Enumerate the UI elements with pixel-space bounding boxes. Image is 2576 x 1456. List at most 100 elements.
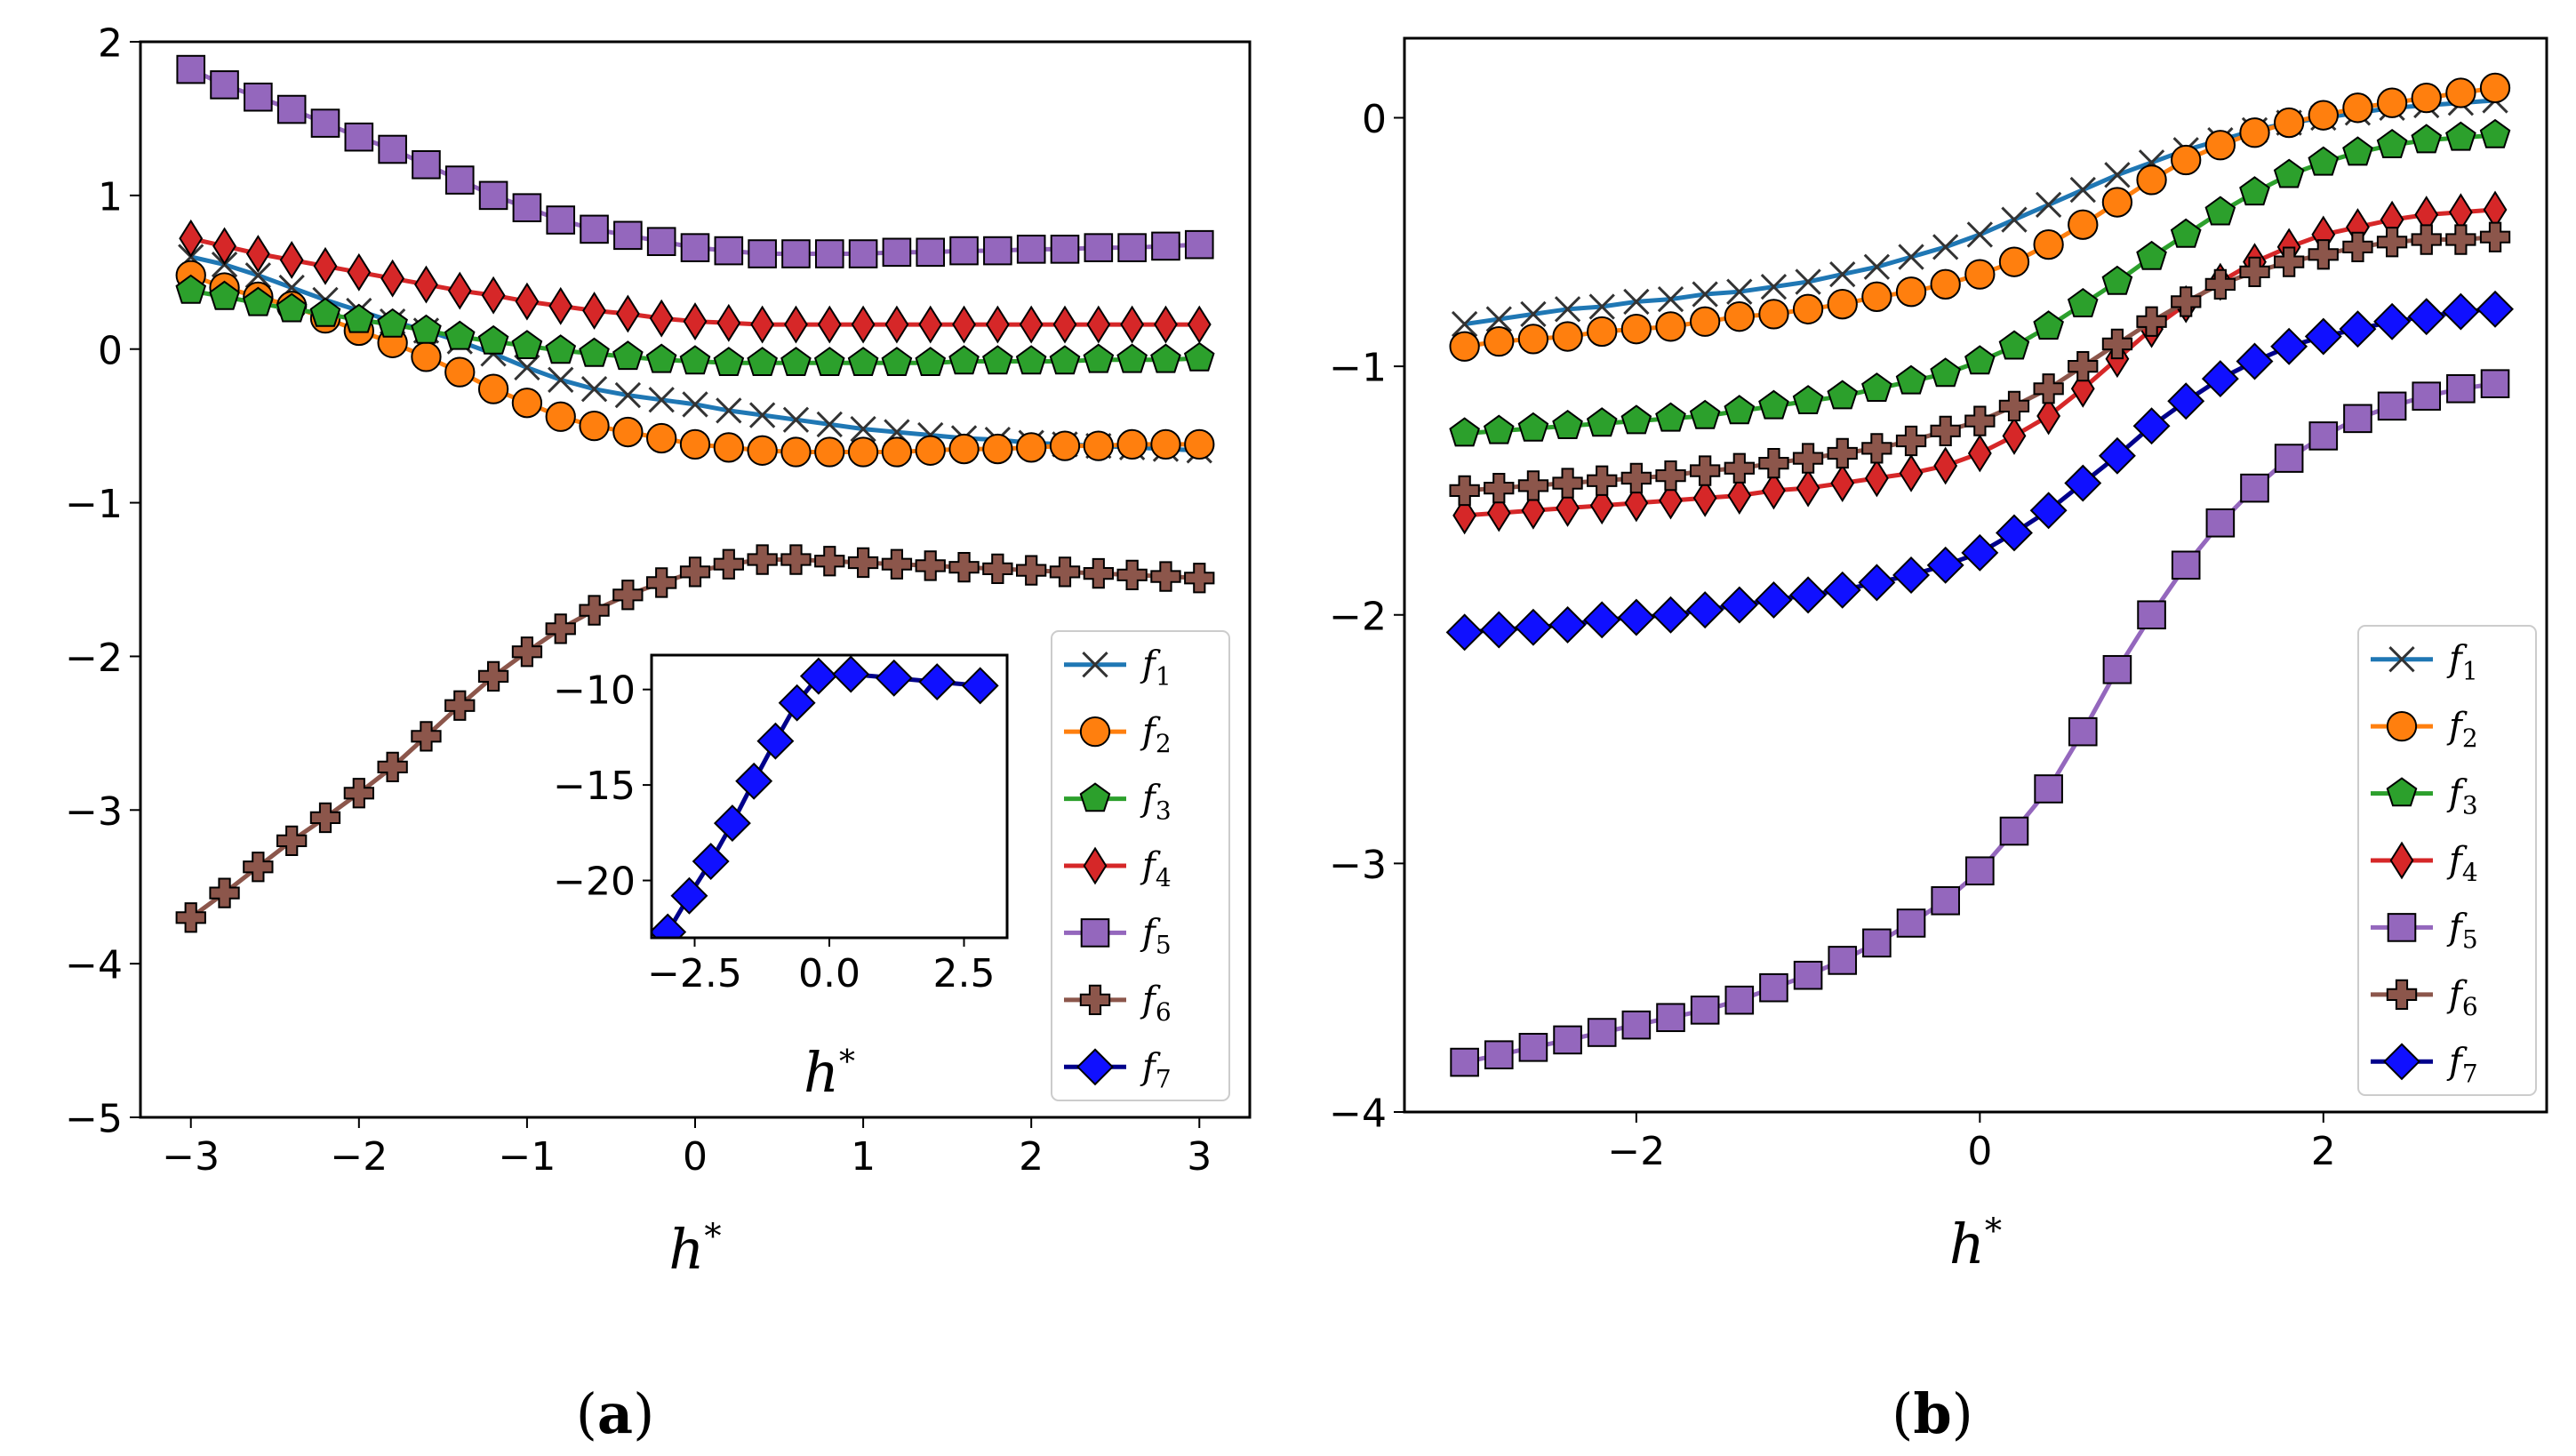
x-tick-label: 0: [683, 1134, 708, 1180]
data-point: [1588, 293, 1615, 320]
x-tick-label: −3: [162, 1134, 220, 1180]
data-point: [511, 636, 543, 668]
data-point: [982, 345, 1013, 375]
data-point: [948, 552, 980, 583]
data-point: [1116, 428, 1148, 460]
data-point: [546, 205, 576, 235]
data-point: [1830, 464, 1855, 502]
data-point: [2171, 286, 2202, 317]
legend-label: f6: [2446, 974, 2478, 1021]
data-point: [1514, 608, 1552, 646]
data-point: [1758, 448, 1789, 479]
data-point: [243, 286, 274, 316]
data-point: [1964, 345, 1996, 375]
data-point: [612, 340, 644, 371]
data-point: [2068, 209, 2099, 240]
data-point: [179, 219, 204, 258]
data-point: [1655, 402, 1686, 432]
data-point: [1617, 598, 1655, 636]
data-point: [1452, 496, 1477, 535]
data-point: [648, 387, 675, 413]
data-point: [1998, 390, 2030, 421]
data-point: [679, 428, 711, 460]
data-point: [713, 432, 744, 463]
data-point: [1083, 343, 1115, 373]
legend-marker: [1082, 652, 1108, 678]
data-point: [1620, 314, 1652, 345]
data-point: [1724, 985, 1755, 1015]
series-5: [176, 54, 1214, 268]
data-point: [579, 410, 610, 442]
data-point: [716, 303, 741, 342]
data-point: [1657, 285, 1684, 313]
x-tick-label: 3: [1187, 1134, 1212, 1180]
data-point: [2479, 221, 2511, 252]
data-point: [916, 237, 946, 268]
data-point: [670, 876, 708, 915]
data-point: [2479, 118, 2511, 148]
data-point: [1620, 404, 1652, 435]
data-point: [2136, 240, 2167, 270]
data-point: [2239, 176, 2270, 206]
data-point: [1451, 310, 1478, 338]
data-point: [2137, 600, 2166, 630]
data-point: [1858, 564, 1896, 602]
y-tick-label: 2: [98, 21, 123, 67]
data-point: [2068, 351, 2099, 382]
data-point: [1049, 556, 1081, 588]
data-point: [735, 762, 773, 800]
data-point: [1086, 305, 1111, 344]
data-point: [411, 721, 442, 752]
data-point: [1895, 425, 1927, 457]
data-point: [2136, 164, 2167, 196]
data-point: [1759, 972, 1788, 1003]
data-point: [377, 308, 408, 338]
data-point: [2171, 144, 2202, 176]
x-tick-label: 2: [2311, 1129, 2336, 1174]
inset: −2.5 0.0 2.5 −20 −15 −10 h*: [553, 653, 1009, 1105]
data-point: [2442, 292, 2480, 331]
data-point: [1998, 246, 2030, 277]
data-point: [548, 366, 574, 393]
series-1: [1451, 87, 2508, 338]
data-point: [2033, 228, 2064, 260]
data-point: [515, 282, 540, 321]
legend-marker: [2388, 646, 2415, 673]
data-point: [1587, 1018, 1617, 1047]
data-point: [2377, 391, 2407, 421]
legend-marker: [2387, 913, 2417, 942]
data-point: [411, 314, 442, 344]
data-point: [832, 655, 870, 693]
data-point: [780, 436, 812, 468]
data-point: [511, 388, 543, 419]
data-point: [1996, 514, 2033, 552]
data-point: [210, 70, 239, 100]
data-point: [2204, 268, 2236, 300]
data-point: [1150, 428, 1181, 460]
data-point: [1726, 278, 1753, 305]
data-point: [1932, 234, 1959, 260]
data-point: [1998, 330, 2030, 360]
y-tick-label: −2: [65, 636, 123, 681]
data-point: [1552, 468, 1583, 499]
data-point: [1861, 433, 1892, 464]
y-tick-label: −10: [553, 668, 636, 714]
legend-marker: [2383, 1043, 2420, 1081]
data-point: [692, 843, 730, 881]
data-point: [1967, 434, 1992, 473]
data-point: [1895, 364, 1927, 395]
data-point: [579, 595, 610, 626]
data-point: [244, 82, 273, 112]
data-point: [613, 220, 643, 251]
data-point: [1019, 305, 1044, 344]
data-point: [377, 751, 408, 782]
data-point: [378, 134, 407, 164]
series-5: [1450, 369, 2510, 1077]
x-tick-label: −1: [498, 1134, 556, 1180]
data-point: [175, 902, 206, 933]
y-tick-label: −20: [553, 859, 636, 904]
data-point: [1484, 325, 1515, 357]
data-point: [1964, 259, 1996, 290]
data-point: [847, 436, 879, 468]
x-axis-label: h*: [1949, 1211, 2002, 1276]
